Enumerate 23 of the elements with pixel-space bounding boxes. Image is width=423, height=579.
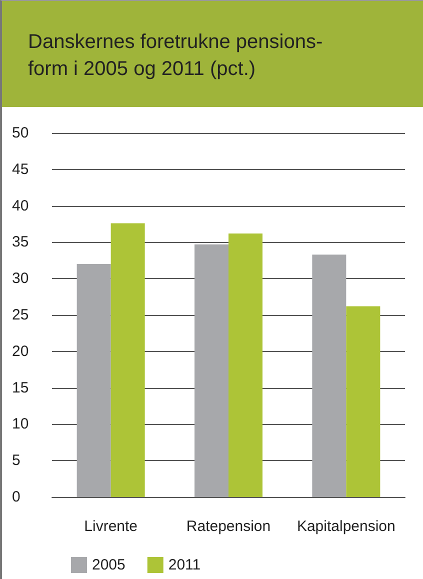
y-tick-label: 25	[12, 306, 29, 324]
y-tick-label: 30	[12, 270, 29, 288]
bar	[76, 264, 111, 497]
y-tick-label: 20	[12, 342, 29, 360]
x-tick-label: Livrente	[84, 518, 138, 535]
chart-title: Danskernes foretrukne pensions- form i 2005 og 2011 (pct.)	[2, 1, 423, 107]
y-tick-label: 15	[12, 379, 29, 396]
y-tick-label: 35	[12, 234, 29, 251]
y-tick-label: 5	[12, 452, 20, 470]
legend-label: 2005	[92, 556, 126, 574]
bar	[194, 244, 228, 497]
x-tick-label: Kapitalpension	[296, 518, 396, 535]
legend-label: 2011	[168, 556, 201, 574]
y-tick-label: 40	[12, 197, 29, 214]
x-tick-label: Ratepension	[186, 518, 271, 535]
y-tick-label: 45	[12, 160, 29, 178]
bar	[110, 223, 145, 497]
bar	[312, 254, 346, 497]
y-tick-label: 0	[12, 488, 20, 506]
bar	[228, 233, 262, 497]
bar	[346, 306, 380, 497]
y-tick-label: 10	[12, 416, 29, 433]
y-tick-label: 50	[12, 124, 29, 142]
